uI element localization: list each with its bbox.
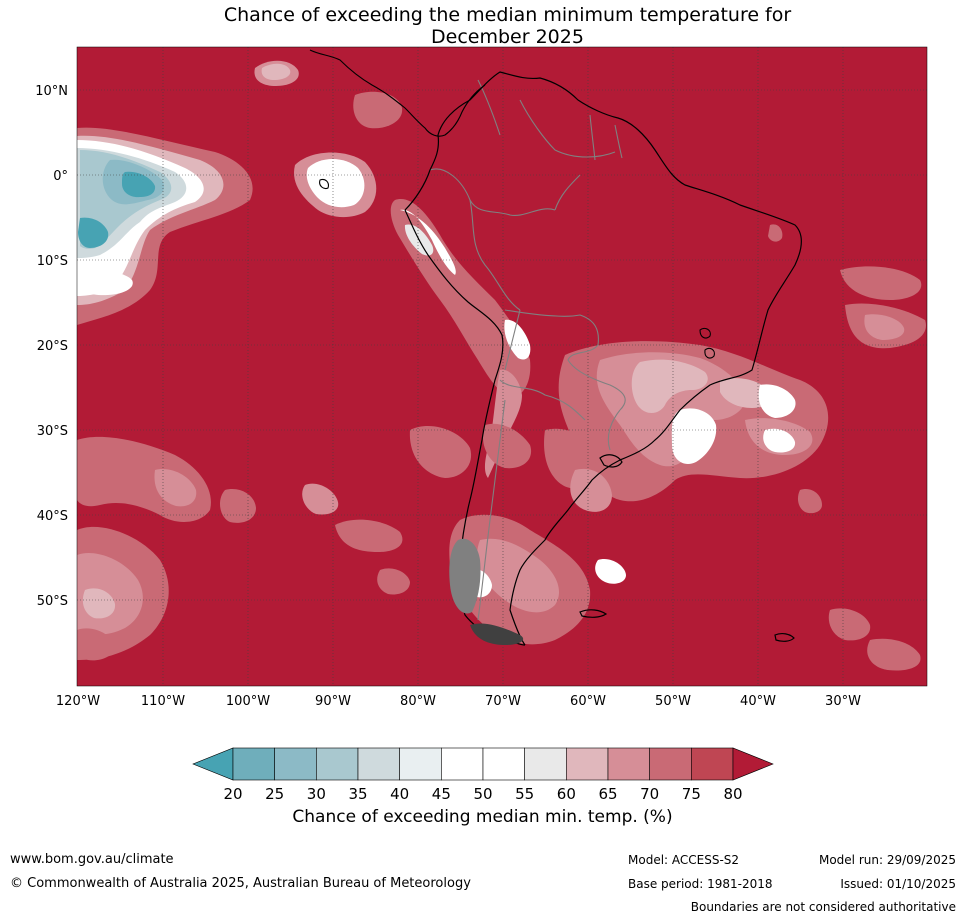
colorbar-tick-label: 40	[390, 785, 409, 803]
chile-archipelago	[449, 538, 524, 645]
colorbar-segment	[316, 747, 359, 781]
lat-label: 40°S	[37, 509, 68, 524]
colorbar-tick-label: 50	[473, 785, 492, 803]
lon-label: 120°W	[56, 694, 100, 709]
lat-label: 20°S	[37, 339, 68, 354]
colorbar-segment	[566, 747, 609, 781]
lon-label: 60°W	[570, 694, 606, 709]
longitude-labels: 120°W 110°W 100°W 90°W 80°W 70°W 60°W 50…	[56, 694, 861, 709]
lon-label: 80°W	[400, 694, 436, 709]
colorbar-arrow-high	[732, 747, 774, 781]
copyright-text: © Commonwealth of Australia 2025, Austra…	[10, 876, 471, 891]
colorbar-arrow-low	[192, 747, 234, 781]
lon-label: 70°W	[485, 694, 521, 709]
lat-label: 10°N	[35, 84, 68, 99]
colorbar-title: Chance of exceeding median min. temp. (%…	[292, 807, 673, 827]
colorbar-tick-label: 35	[348, 785, 367, 803]
galapagos-region	[254, 60, 403, 218]
colorbar-tick-label: 45	[432, 785, 451, 803]
website-link[interactable]: www.bom.gov.au/climate	[10, 852, 174, 867]
lon-label: 110°W	[141, 694, 185, 709]
colorbar-tick-label: 30	[307, 785, 326, 803]
colorbar-tick-label: 75	[682, 785, 701, 803]
colorbar-segment	[607, 747, 650, 781]
atlantic-region	[544, 341, 829, 512]
latitude-labels: 10°N 0° 10°S 20°S 30°S 40°S 50°S	[35, 84, 68, 609]
colorbar-segment	[482, 747, 525, 781]
far-atlantic-patches	[768, 224, 926, 671]
colorbar-tick-label: 70	[640, 785, 659, 803]
colorbar-segment	[441, 747, 484, 781]
lat-label: 0°	[53, 169, 68, 184]
colorbar-segment	[274, 747, 317, 781]
central-america-coast	[309, 49, 715, 359]
colorbar-tick-label: 65	[598, 785, 617, 803]
title-line-2: December 2025	[431, 26, 584, 48]
chart-title: Chance of exceeding the median minimum t…	[0, 4, 965, 48]
lon-label: 40°W	[740, 694, 776, 709]
colorbar-tick-label: 20	[223, 785, 242, 803]
colorbar-tick-label: 60	[557, 785, 576, 803]
colorbar: 20 25 30 35 40 45 50 55 60 65 70 75 80	[192, 747, 774, 803]
model-text: Model: ACCESS-S2	[628, 853, 740, 867]
colorbar-tick-label: 80	[723, 785, 742, 803]
colorbar-segment	[399, 747, 442, 781]
colorbar-tick-label: 55	[515, 785, 534, 803]
country-borders	[429, 79, 626, 621]
lat-label: 10°S	[37, 254, 68, 269]
lon-label: 30°W	[825, 694, 861, 709]
lon-label: 100°W	[226, 694, 270, 709]
map-panel	[77, 47, 927, 686]
disclaimer-text: Boundaries are not considered authoritat…	[690, 900, 956, 914]
colorbar-segment	[691, 747, 734, 781]
colorbar-segment	[232, 747, 275, 781]
pacific-southern-patches	[77, 423, 532, 661]
lat-label: 50°S	[37, 594, 68, 609]
model-run-text: Model run: 29/09/2025	[818, 853, 956, 867]
lon-label: 50°W	[655, 694, 691, 709]
lon-label: 90°W	[315, 694, 351, 709]
colorbar-tick-label: 25	[265, 785, 284, 803]
map-frame	[76, 46, 928, 687]
graticule	[77, 47, 927, 686]
colorbar-segment	[357, 747, 400, 781]
colorbar-segment	[649, 747, 692, 781]
issued-text: Issued: 01/10/2025	[840, 877, 956, 891]
base-period-text: Base period: 1981-2018	[628, 877, 773, 891]
title-line-1: Chance of exceeding the median minimum t…	[223, 4, 792, 26]
cool-region-pacific	[77, 127, 253, 325]
colorbar-segment	[524, 747, 567, 781]
lat-label: 30°S	[37, 424, 68, 439]
